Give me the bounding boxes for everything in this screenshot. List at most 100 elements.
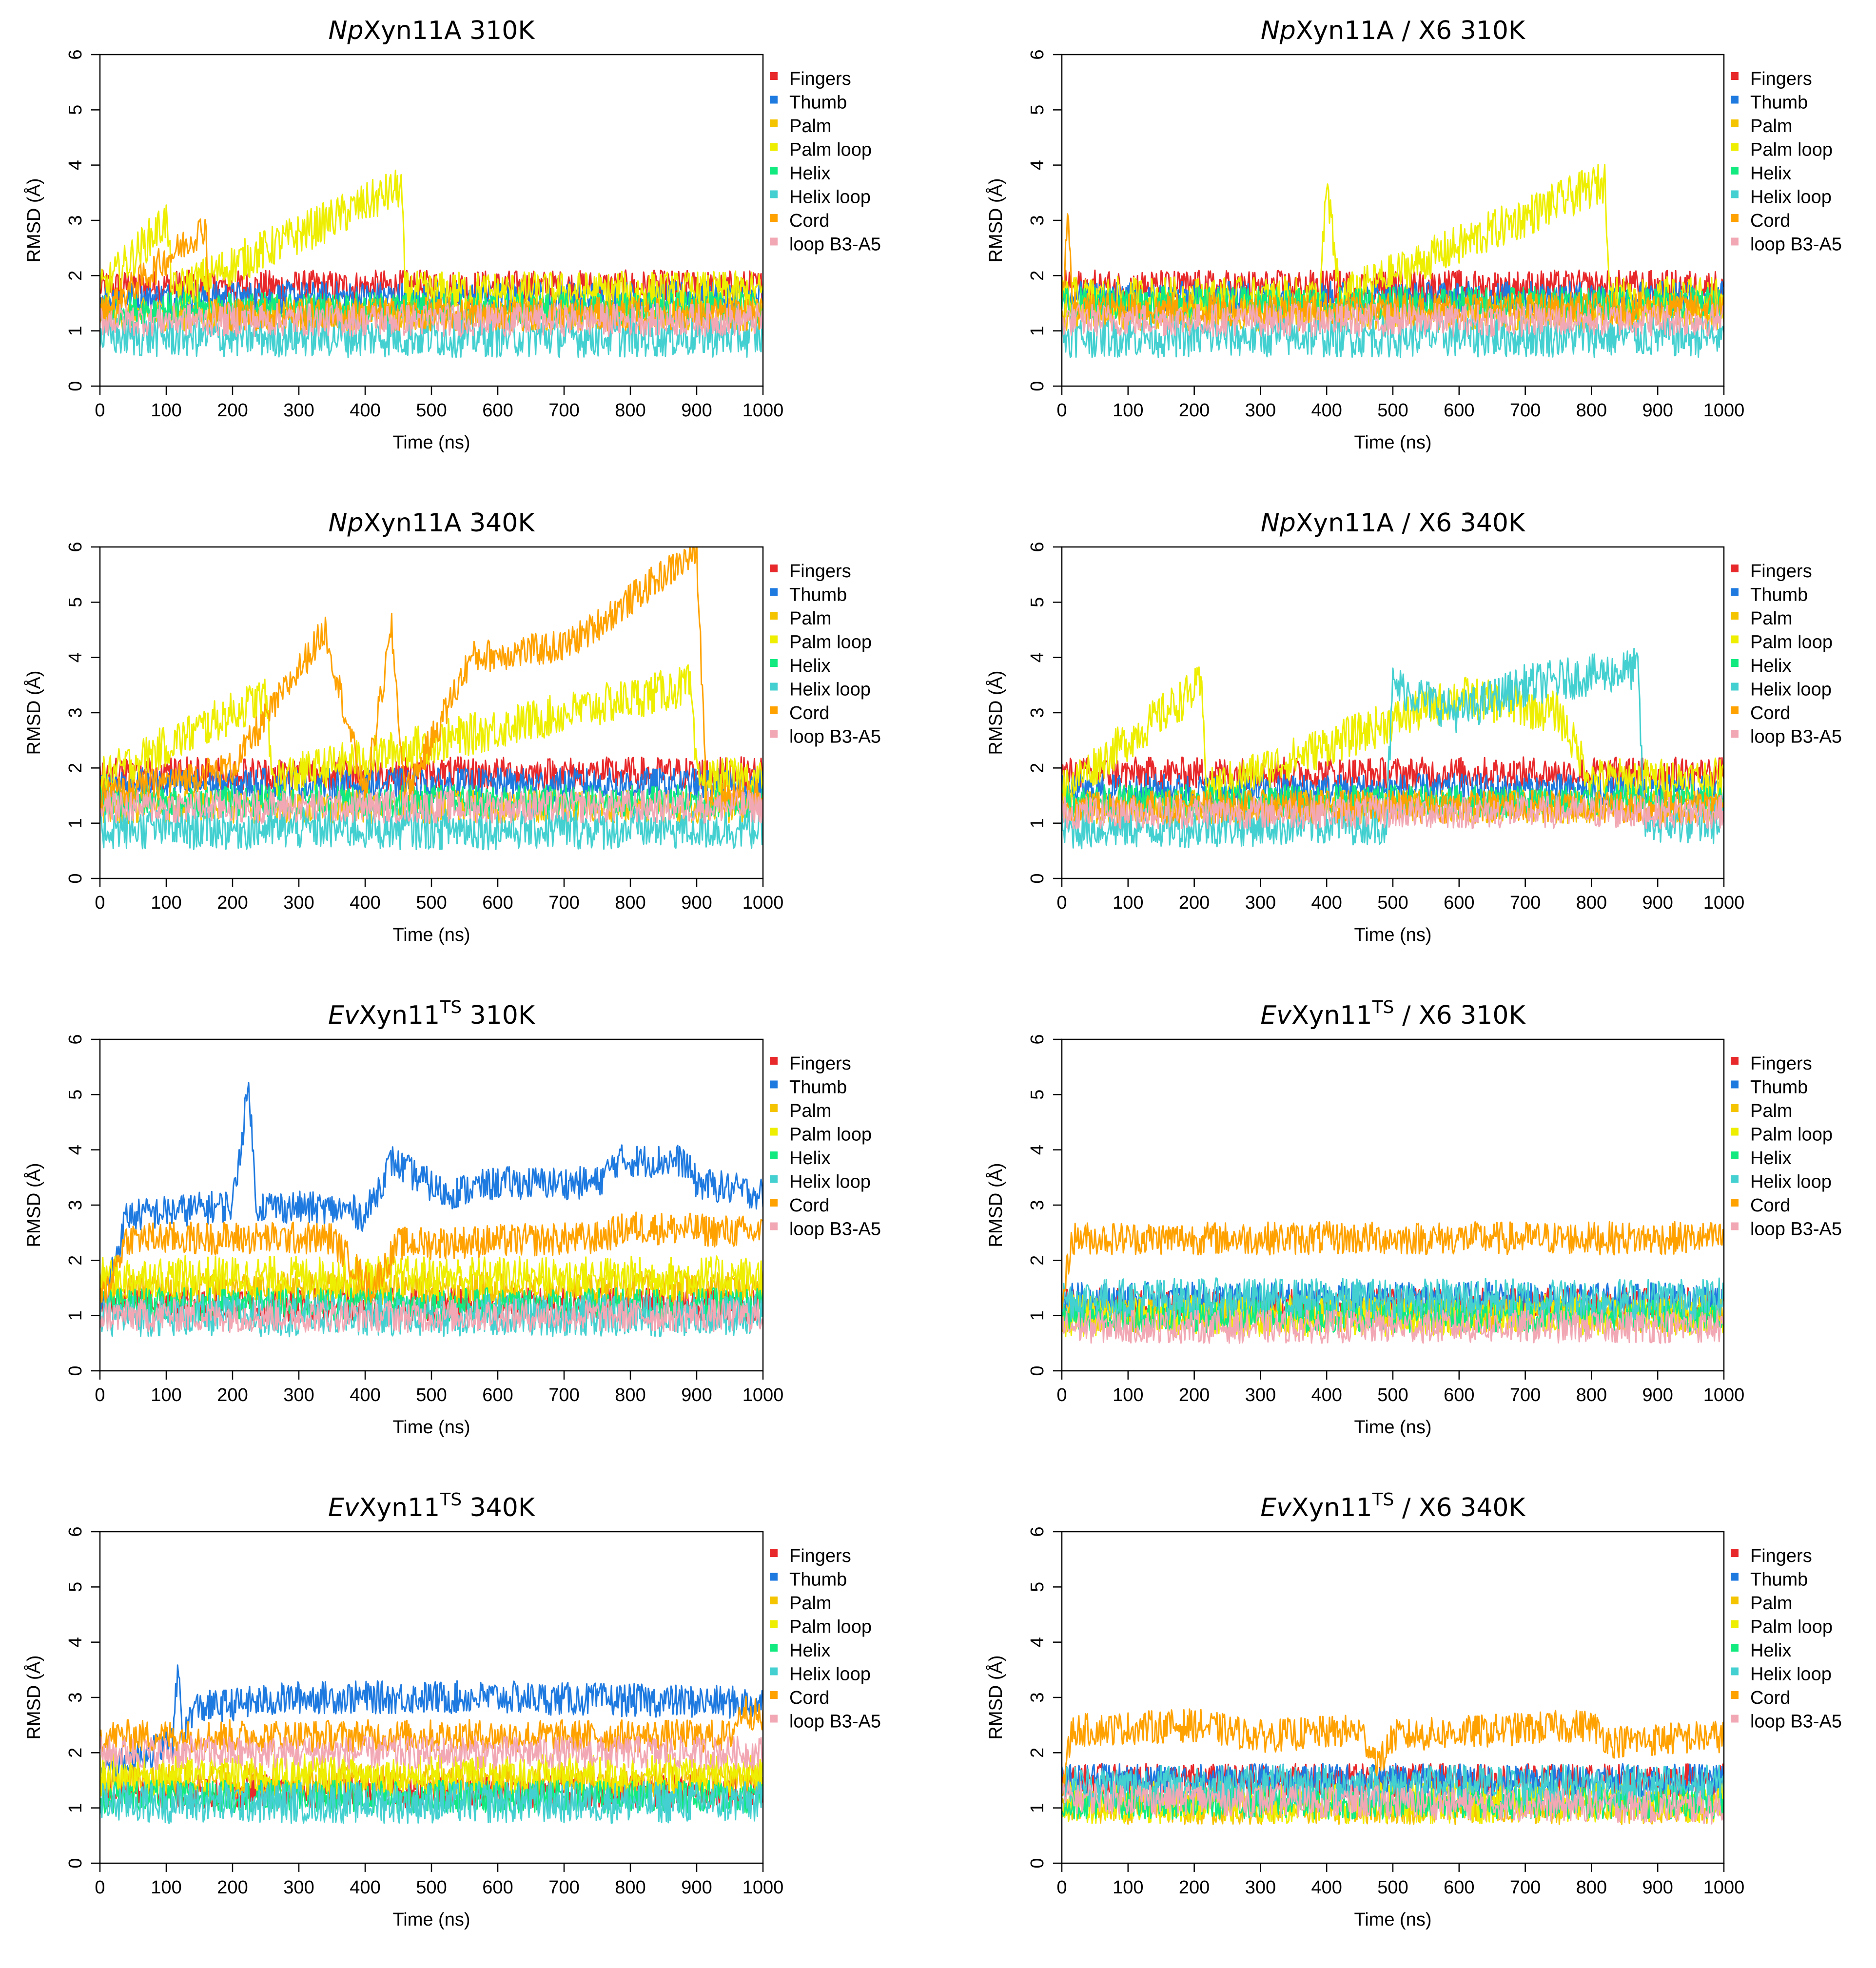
y-tick-label: 0 <box>65 381 86 391</box>
x-tick-label: 200 <box>1179 893 1210 913</box>
y-tick-label: 5 <box>1027 1090 1048 1100</box>
x-tick-label: 800 <box>1576 893 1607 913</box>
legend-swatch-thumb <box>1731 1080 1739 1089</box>
legend-label: Palm <box>789 1101 832 1121</box>
x-tick-label: 1000 <box>1703 1385 1745 1405</box>
legend-swatch-loop-b3-a5 <box>770 1715 778 1723</box>
legend-label: Helix loop <box>1750 1664 1832 1685</box>
legend-label: Helix <box>789 656 830 676</box>
x-tick-label: 0 <box>95 893 105 913</box>
y-tick-label: 5 <box>1027 1582 1048 1592</box>
x-tick-label: 500 <box>416 1877 447 1898</box>
x-tick-label: 300 <box>1245 1385 1276 1405</box>
y-tick-label: 5 <box>1027 105 1048 115</box>
y-tick-label: 4 <box>65 1145 86 1155</box>
x-tick-label: 500 <box>416 400 447 421</box>
x-tick-label: 900 <box>1642 1877 1673 1898</box>
y-tick-label: 2 <box>1027 1255 1048 1266</box>
y-tick-label: 5 <box>1027 597 1048 607</box>
chart-panel-p2: 0 100 200 300 400 500 600 700 800 900 1000 0 1 2 3 4 5 6 T… <box>985 16 1842 453</box>
title-suffix: 310K <box>462 16 536 45</box>
x-tick-label: 500 <box>416 1385 447 1405</box>
legend-swatch-thumb <box>770 1573 778 1581</box>
series-line-cord <box>1062 1221 1724 1309</box>
x-axis-label: Time (ns) <box>392 432 470 453</box>
x-tick-label: 100 <box>1113 400 1143 421</box>
legend-label: Thumb <box>1750 93 1808 113</box>
legend-swatch-palm-loop <box>770 635 778 643</box>
y-tick-label: 2 <box>65 271 86 281</box>
chart-panel-p3: 0 100 200 300 400 500 600 700 800 900 1000 0 1 2 3 4 5 6 T… <box>23 508 881 945</box>
series-line-loop-b3-a5 <box>100 1298 763 1333</box>
plot-area <box>1062 1221 1724 1344</box>
x-tick-label: 800 <box>1576 1877 1607 1898</box>
series-line-helix-loop <box>1062 647 1724 850</box>
chart-title: EvXyn11TS / X6 310K <box>1260 997 1526 1030</box>
legend-swatch-helix-loop <box>770 1175 778 1183</box>
x-tick-label: 500 <box>416 893 447 913</box>
title-italic-part: Np <box>1261 16 1296 45</box>
x-tick-label: 1000 <box>743 400 784 421</box>
y-tick-label: 1 <box>1027 326 1048 336</box>
title-superscript: TS <box>439 997 462 1017</box>
legend-swatch-helix-loop <box>770 1667 778 1676</box>
x-tick-label: 800 <box>615 1877 645 1898</box>
x-tick-label: 0 <box>95 1385 105 1405</box>
x-axis-label: Time (ns) <box>1354 1417 1431 1438</box>
x-tick-label: 700 <box>1510 893 1541 913</box>
legend-label: loop B3-A5 <box>1750 1712 1842 1732</box>
legend-label: Palm loop <box>1750 632 1833 653</box>
x-tick-label: 700 <box>1510 400 1541 421</box>
legend-swatch-loop-b3-a5 <box>770 730 778 738</box>
title-main-part: Xyn11A <box>363 508 462 538</box>
legend-swatch-helix-loop <box>1731 682 1739 691</box>
legend-label: Palm <box>1750 116 1793 136</box>
x-tick-label: 200 <box>217 893 248 913</box>
x-tick-label: 1000 <box>1703 400 1745 421</box>
x-tick-label: 400 <box>1311 400 1342 421</box>
legend-swatch-loop-b3-a5 <box>770 237 778 246</box>
title-main-part: Xyn11 <box>359 1001 440 1030</box>
series-line-thumb <box>100 1082 763 1317</box>
legend-label: loop B3-A5 <box>1750 1219 1842 1240</box>
legend-swatch-palm <box>770 1597 778 1604</box>
x-axis-label: Time (ns) <box>1354 1910 1431 1930</box>
series-line-loop-b3-a5 <box>1062 1780 1724 1825</box>
title-italic-part: Np <box>1261 508 1296 538</box>
x-axis-label: Time (ns) <box>392 1910 470 1930</box>
legend-swatch-loop-b3-a5 <box>1731 1715 1739 1723</box>
y-tick-label: 6 <box>1027 49 1048 59</box>
legend-swatch-cord <box>770 1199 778 1207</box>
legend-swatch-helix <box>1731 1644 1739 1652</box>
x-tick-label: 200 <box>217 1877 248 1898</box>
legend-label: Helix <box>1750 1148 1791 1169</box>
chart-title: EvXyn11TS 340K <box>328 1490 536 1522</box>
series-line-helix-loop <box>100 314 763 358</box>
legend-swatch-fingers <box>1731 565 1739 572</box>
legend-label: Palm <box>1750 1593 1793 1614</box>
x-tick-label: 100 <box>151 893 181 913</box>
series-line-palm-loop <box>1062 666 1724 805</box>
legend-label: Helix loop <box>789 680 871 700</box>
x-tick-label: 900 <box>681 893 712 913</box>
legend-swatch-thumb <box>1731 96 1739 104</box>
legend-label: loop B3-A5 <box>789 1712 881 1732</box>
y-tick-label: 6 <box>1027 1034 1048 1044</box>
chart-panel-p7: 0 100 200 300 400 500 600 700 800 900 1000 0 1 2 3 4 5 6 T… <box>23 1490 881 1930</box>
legend-swatch-palm <box>770 612 778 620</box>
y-tick-label: 5 <box>65 597 86 607</box>
legend-swatch-fingers <box>1731 1057 1739 1065</box>
y-tick-label: 3 <box>65 1200 86 1210</box>
x-tick-label: 100 <box>151 1877 181 1898</box>
x-tick-label: 500 <box>1377 1385 1408 1405</box>
x-tick-label: 600 <box>1444 893 1474 913</box>
y-tick-label: 2 <box>65 1255 86 1266</box>
x-tick-label: 400 <box>350 893 380 913</box>
title-suffix: 310K <box>462 1001 536 1030</box>
chart-title: NpXyn11A 310K <box>329 16 536 45</box>
legend-swatch-helix-loop <box>1731 190 1739 198</box>
x-tick-label: 100 <box>1113 893 1143 913</box>
y-tick-label: 0 <box>65 873 86 883</box>
legend-label: Fingers <box>1750 1053 1812 1074</box>
x-tick-label: 600 <box>1444 1877 1474 1898</box>
